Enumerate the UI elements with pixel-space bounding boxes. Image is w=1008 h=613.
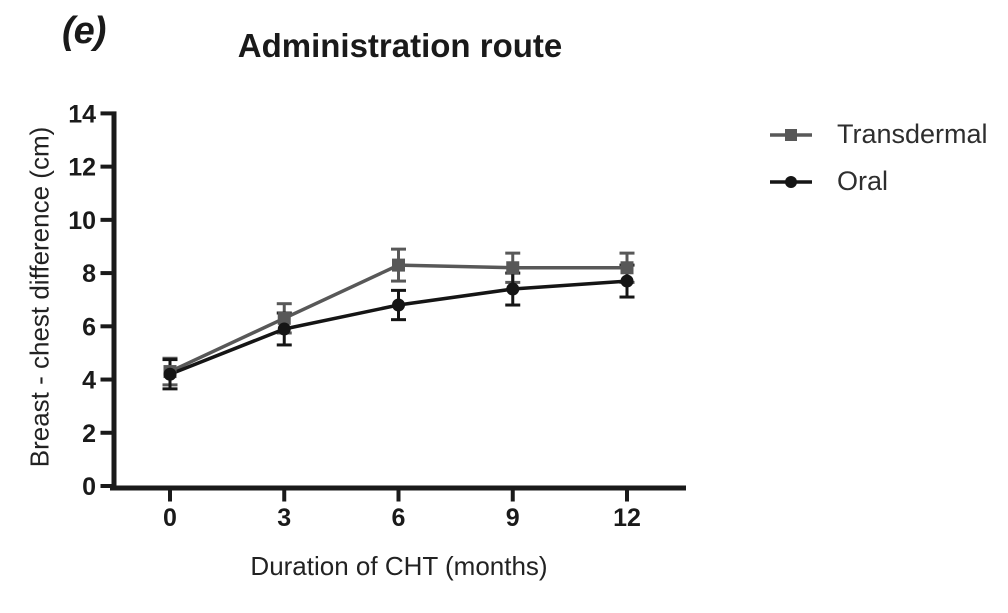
chart-title: Administration route	[237, 27, 563, 64]
data-point-transdermal	[277, 311, 291, 325]
legend-item-oral: Oral	[770, 165, 988, 198]
y-tick-label: 6	[82, 313, 96, 341]
legend-item-transdermal: Transdermal	[770, 118, 988, 151]
data-point-oral	[392, 298, 405, 312]
data-point-oral	[620, 274, 634, 288]
y-tick-label: 8	[82, 260, 96, 288]
y-tick-label: 10	[68, 207, 96, 235]
data-point-transdermal	[392, 258, 405, 272]
data-point-oral	[506, 282, 520, 296]
y-tick-label: 4	[82, 367, 96, 395]
x-tick-label: 6	[392, 504, 406, 532]
x-tick-label: 0	[163, 504, 177, 532]
legend-label-transdermal: Transdermal	[837, 119, 988, 149]
legend-label-oral: Oral	[837, 166, 889, 196]
data-point-oral	[163, 367, 177, 381]
y-tick-label: 14	[68, 100, 96, 128]
x-tick-label: 9	[506, 504, 520, 532]
data-point-transdermal	[506, 261, 520, 275]
x-axis-label: Duration of CHT (months)	[250, 551, 548, 581]
transdermal-square-marker-icon	[770, 128, 812, 141]
y-tick-label: 12	[68, 154, 96, 182]
oral-circle-marker-icon	[770, 175, 812, 188]
y-tick-label: 2	[82, 420, 96, 448]
data-point-markers	[163, 258, 634, 381]
axes	[100, 111, 686, 502]
x-tick-label: 3	[277, 504, 291, 532]
x-tick-label: 12	[613, 504, 641, 532]
tick-labels: 0 2 4 6 8 10 12 14 0 3 6 9 12	[68, 100, 641, 532]
panel-label: (e)	[62, 10, 106, 52]
y-tick-label: 0	[82, 473, 96, 501]
legend: Transdermal Oral	[770, 118, 988, 198]
data-point-oral	[277, 322, 291, 336]
data-point-transdermal	[620, 261, 634, 275]
